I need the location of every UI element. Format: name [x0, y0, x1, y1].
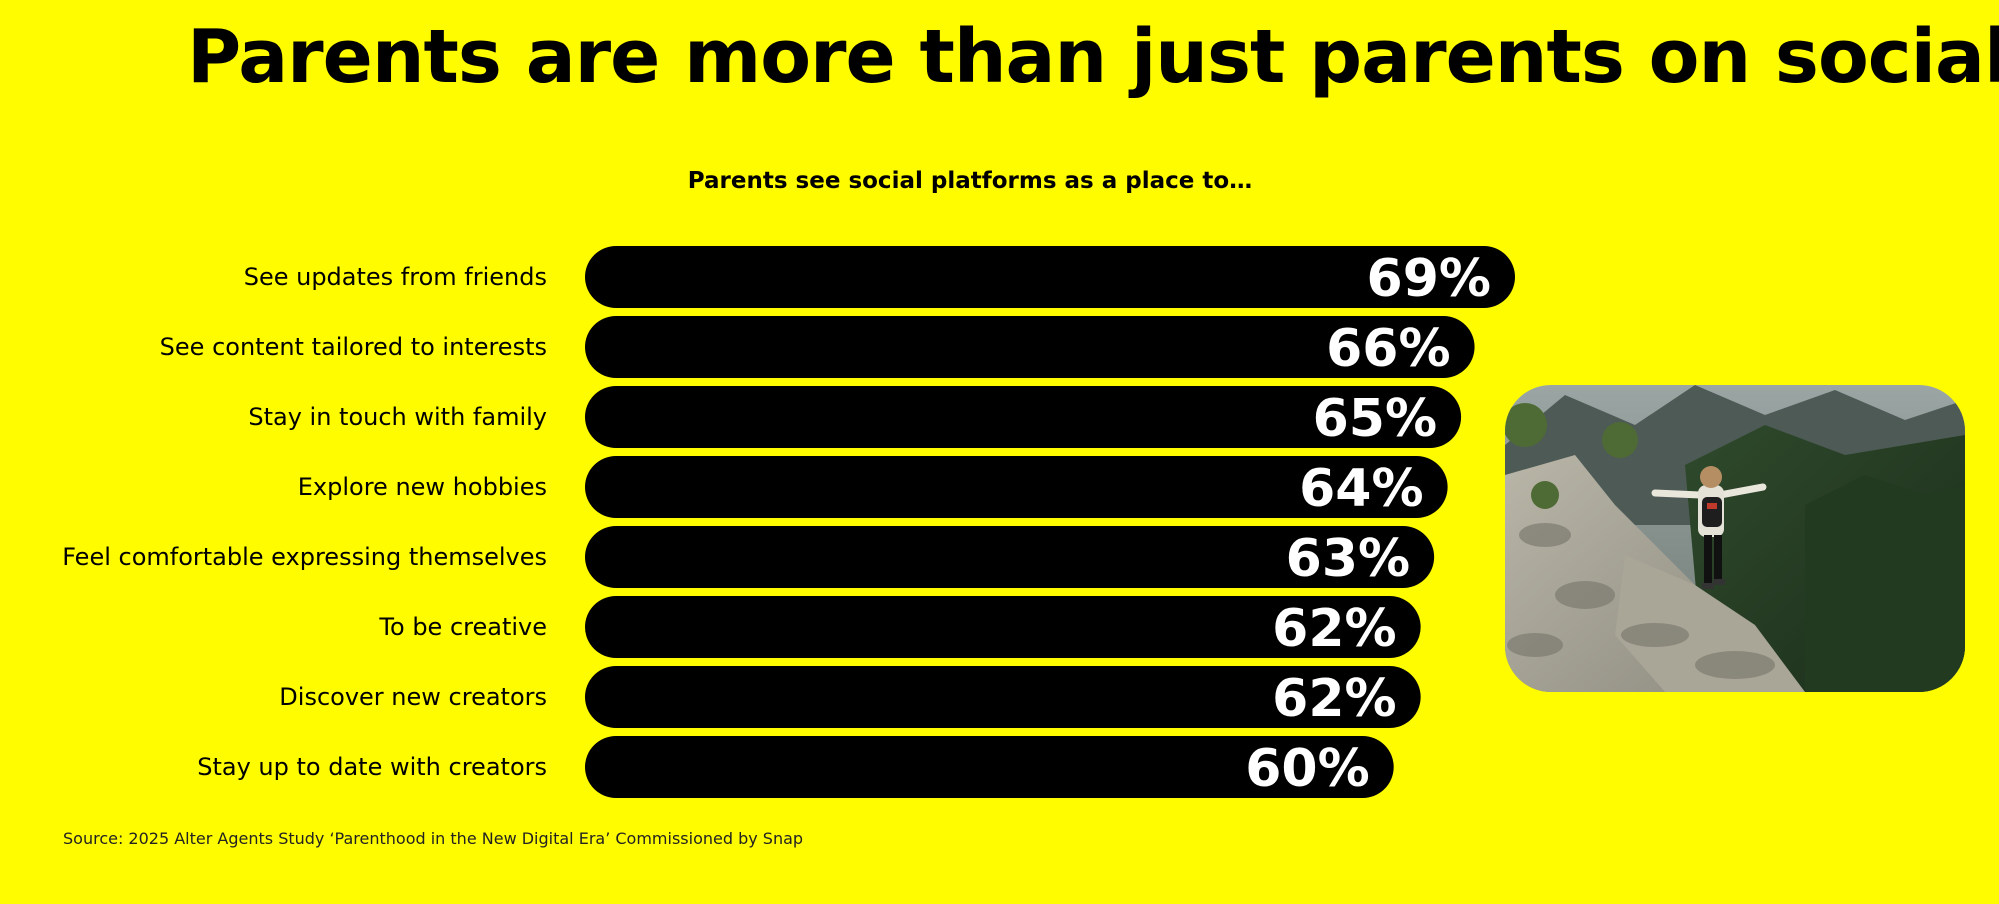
value-label: 62% — [1272, 599, 1396, 659]
value-label: 60% — [1245, 739, 1369, 799]
value-label: 62% — [1272, 669, 1396, 729]
bar — [585, 736, 1394, 798]
category-label: Feel comfortable expressing themselves — [62, 543, 547, 571]
value-label: 66% — [1326, 319, 1450, 379]
bar — [585, 246, 1515, 308]
bar — [585, 316, 1475, 378]
source-note: Source: 2025 Alter Agents Study ‘Parenth… — [63, 829, 804, 848]
hiker-photo — [1505, 385, 1965, 692]
category-label: Explore new hobbies — [298, 473, 547, 501]
category-label: Discover new creators — [279, 683, 547, 711]
value-label: 63% — [1286, 529, 1410, 589]
value-label: 69% — [1367, 249, 1491, 309]
value-label: 65% — [1313, 389, 1437, 449]
bar — [585, 526, 1435, 588]
category-label: Stay up to date with creators — [197, 753, 547, 781]
bar — [585, 456, 1448, 518]
category-label: To be creative — [378, 613, 547, 641]
value-label: 64% — [1299, 459, 1423, 519]
bar — [585, 386, 1462, 448]
bar — [585, 596, 1421, 658]
bar — [585, 666, 1421, 728]
page-title: Parents are more than just parents on so… — [187, 14, 1999, 100]
category-label: See updates from friends — [244, 263, 547, 291]
category-label: Stay in touch with family — [248, 403, 547, 431]
hiker-on-mountain-trail-photo — [1505, 385, 1965, 692]
category-label: See content tailored to interests — [160, 333, 547, 361]
chart-subtitle: Parents see social platforms as a place … — [687, 168, 1253, 194]
